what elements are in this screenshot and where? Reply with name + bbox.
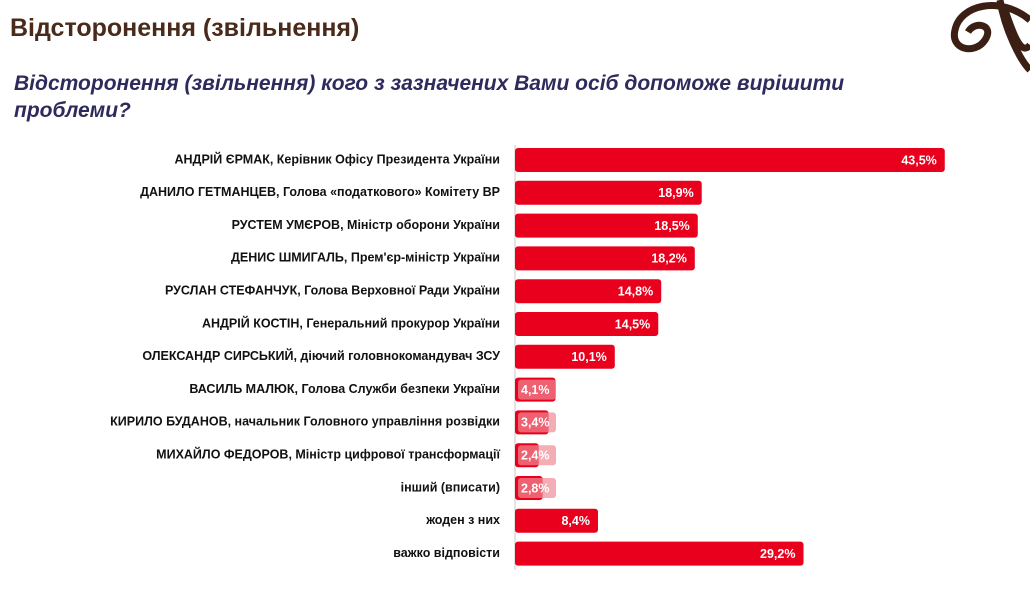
decoration (950, 0, 1030, 73)
category-label: ВАСИЛЬ МАЛЮК, Голова Служби безпеки Укра… (189, 382, 500, 396)
bar (515, 279, 662, 304)
bar (515, 508, 598, 533)
bar (515, 312, 659, 336)
value-label: 14,8% (618, 284, 653, 298)
value-label: 4,1% (521, 383, 550, 397)
bar (515, 213, 698, 238)
value-label-bg (518, 445, 556, 466)
subtitle: Відсторонення (звільнення) кого з зазнач… (14, 72, 845, 122)
category-label: жоден з них (425, 513, 500, 527)
category-label: АНДРІЙ ЄРМАК, Керівник Офісу Президента … (174, 151, 500, 166)
title: Відсторонення (звільнення) (10, 14, 360, 42)
category-label: КИРИЛО БУДАНОВ, начальник Головного упра… (110, 415, 500, 429)
value-label: 18,9% (658, 186, 693, 200)
value-label: 43,5% (901, 153, 936, 167)
value-label: 14,5% (615, 317, 650, 331)
value-label-bg (518, 478, 556, 498)
category-label: ОЛЕКСАНДР СИРСЬКИЙ, діючий головнокоманд… (142, 348, 500, 363)
bar (515, 246, 695, 271)
value-label: 2,8% (521, 481, 550, 495)
category-label: ДЕНИС ШМИГАЛЬ, Прем'єр-міністр України (231, 251, 500, 265)
value-label-bg (518, 379, 556, 400)
bar (515, 541, 804, 566)
category-label: РУСЛАН СТЕФАНЧУК, Голова Верховної Ради … (165, 283, 500, 297)
value-label: 10,1% (571, 350, 606, 364)
category-label: важко відповісти (393, 546, 500, 560)
value-label: 3,4% (521, 416, 550, 430)
category-label: АНДРІЙ КОСТІН, Генеральний прокурор Укра… (202, 315, 500, 330)
bar (515, 344, 615, 369)
bar (515, 180, 702, 205)
category-label: інший (вписати) (401, 480, 500, 494)
value-label: 8,4% (561, 514, 590, 528)
value-label: 29,2% (760, 547, 795, 561)
category-label: ДАНИЛО ГЕТМАНЦЕВ, Голова «податкового» К… (140, 185, 500, 199)
value-label: 18,5% (654, 219, 689, 233)
value-label: 18,2% (651, 252, 686, 266)
bar (515, 148, 945, 172)
category-label: МИХАЙЛО ФЕДОРОВ, Міністр цифрової трансф… (156, 446, 500, 461)
value-label-bg (518, 412, 556, 433)
value-label: 2,4% (521, 448, 550, 462)
category-label: РУСТЕМ УМЄРОВ, Міністр оборони України (232, 218, 500, 232)
